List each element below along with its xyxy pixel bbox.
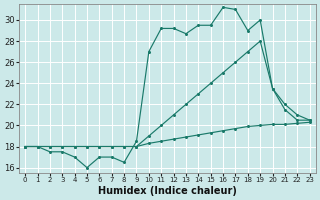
X-axis label: Humidex (Indice chaleur): Humidex (Indice chaleur) <box>98 186 237 196</box>
